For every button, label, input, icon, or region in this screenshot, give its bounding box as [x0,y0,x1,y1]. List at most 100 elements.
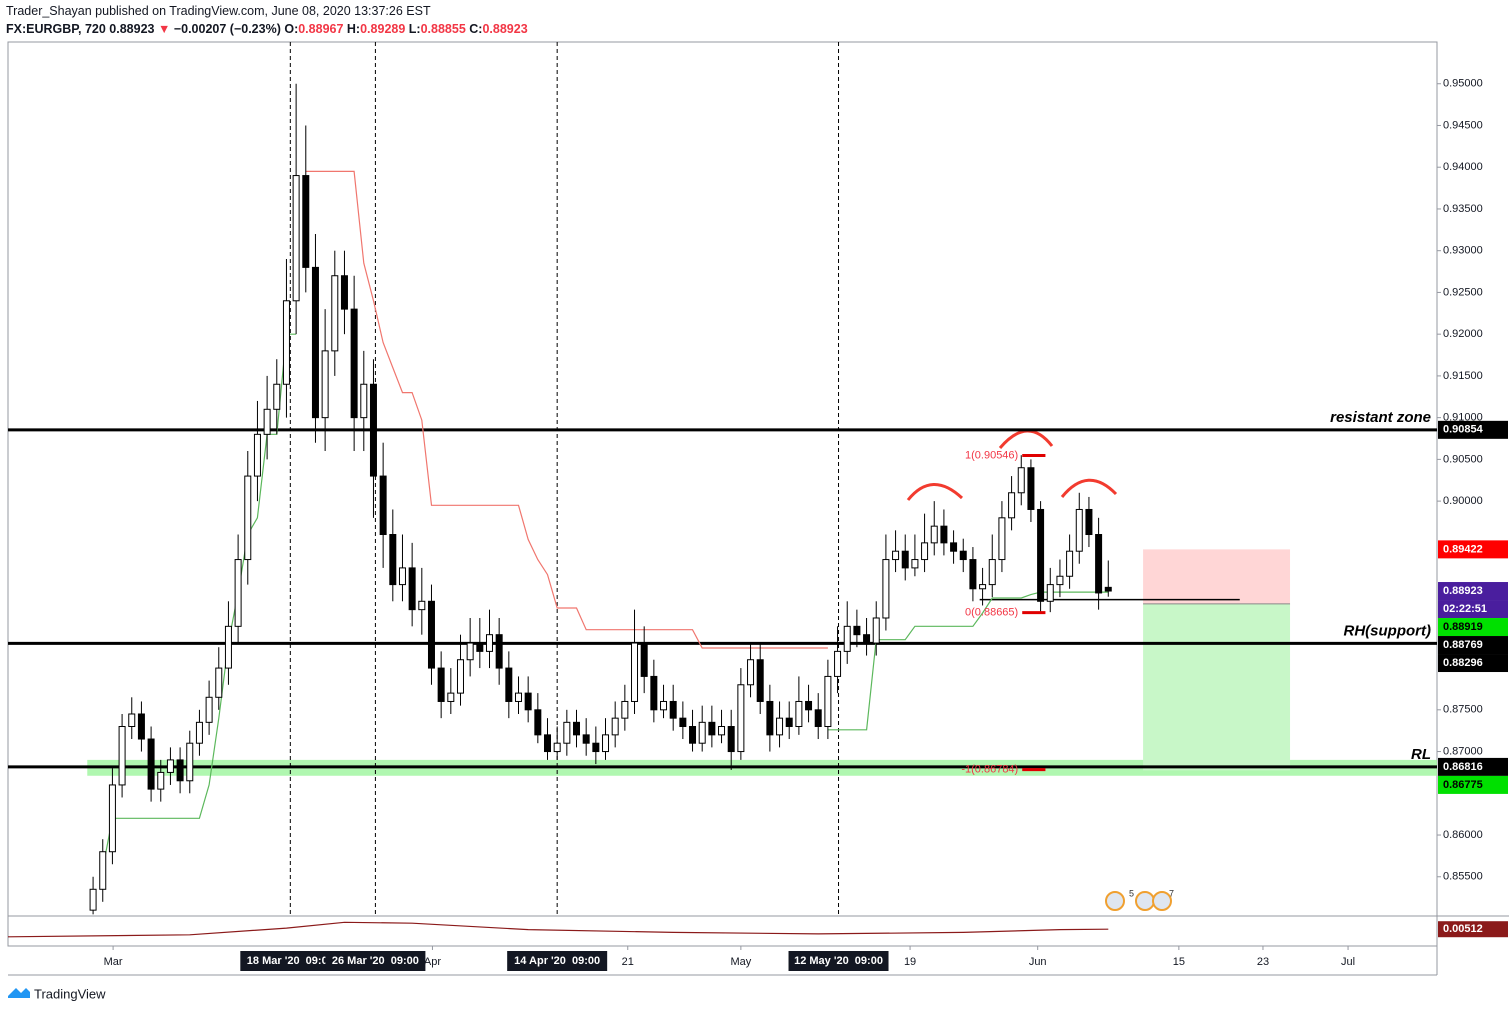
arrow: ▼ [157,22,171,36]
candle-body [544,734,552,753]
candle-body [602,734,610,753]
candle-body [795,700,803,728]
candle-body [1008,492,1016,519]
y-tick-label: 0.92000 [1443,328,1483,340]
price-badge [1438,582,1508,601]
candle-body [495,634,503,669]
trailing-line [102,333,1109,869]
candle-body [611,717,619,736]
candle-body [311,266,319,419]
candle-body [476,642,484,652]
candle-body [456,659,464,694]
event-icons [1105,891,1172,911]
x-tick-label: Apr [424,956,441,968]
candle-body [340,275,348,310]
candle-body [398,567,406,586]
candle-body [766,700,774,736]
candle-body [1104,586,1112,592]
candle-body [959,550,967,561]
candle-body [263,408,271,435]
y-tick-label: 0.90000 [1443,495,1483,507]
candle-body [998,517,1006,561]
candle-body [921,542,929,561]
date-label: 26 Mar '20 09:00 [332,955,419,967]
price-badge [1438,636,1508,655]
candle-body [176,759,184,782]
fib-label: -1(0.86784) [961,763,1018,775]
legend: FX:EURGBP, 720 0.88923 ▼ −0.00207 (−0.23… [6,22,528,36]
price-badge [1438,618,1508,637]
level-label: RH(support) [1344,622,1431,639]
candle-body [901,550,909,569]
event-label: 5 [1129,888,1134,898]
candle-body [631,642,639,702]
h-label: H: [346,22,361,36]
candle-body [408,567,416,611]
price-badge-label: 0.88919 [1443,621,1483,633]
price-badge [1438,654,1508,673]
candle-body [1075,508,1083,552]
candle-body [930,525,938,544]
candle-body [186,742,194,782]
candle-body [292,175,300,302]
y-tick-label: 0.87500 [1443,704,1483,716]
candle-body [756,659,764,702]
candle-body [824,675,832,728]
candle-body [466,642,474,661]
price-badge [1438,420,1508,439]
candle-body [911,559,919,569]
candle-body [843,625,851,652]
y-tick-label: 0.85500 [1443,871,1483,883]
l: 0.88855 [420,22,466,36]
candle-body [1017,467,1025,494]
publisher: Trader_Shayan published on TradingView.c… [6,4,431,18]
candle-body [1095,534,1103,594]
price-badge [1438,600,1508,619]
candle-body [679,717,687,728]
candle-body [553,742,561,753]
candle-body [389,534,397,586]
candle-body [350,308,358,419]
candle-body [573,721,581,736]
candle-body [882,559,890,619]
y-tick-label: 0.91000 [1443,412,1483,424]
target-area [1143,603,1291,771]
left-shoulder [906,483,964,501]
o: 0.88967 [298,22,344,36]
logo-icon [8,988,30,998]
candle-body [302,175,310,268]
c-label: C: [469,22,483,36]
candle-body [166,759,174,773]
x-tick-label: 15 [1173,956,1185,968]
candle-body [485,634,493,652]
candle-body [205,696,213,723]
candle-body [708,721,716,736]
candle-body [805,700,813,711]
candle-body [640,642,648,677]
o-label: O: [284,22,299,36]
date-label: 12 May '20 09:00 [794,955,883,967]
event-icon [1152,891,1172,911]
candle-body [979,584,987,590]
candle-body [1066,550,1074,577]
candle-body [514,692,522,702]
l-label: L: [408,22,421,36]
y-tick-label: 0.93000 [1443,245,1483,257]
candle-body [950,542,958,552]
x-tick-label: Jul [1341,956,1355,968]
candle-body [834,650,842,677]
candle-body [1056,575,1064,586]
indicator-badge-bg [1438,921,1508,938]
candle-body [853,625,861,636]
price-badge-label: 0.88296 [1443,657,1483,669]
candle-body [147,738,155,790]
candle-body [689,726,697,744]
fib-label: 1(0.90546) [965,449,1018,461]
candle-body [814,709,822,728]
candle-body [892,550,900,561]
date-label-bg [240,951,341,971]
event-icon [1135,891,1155,911]
candle-body [379,475,387,536]
candle-body [99,851,107,890]
